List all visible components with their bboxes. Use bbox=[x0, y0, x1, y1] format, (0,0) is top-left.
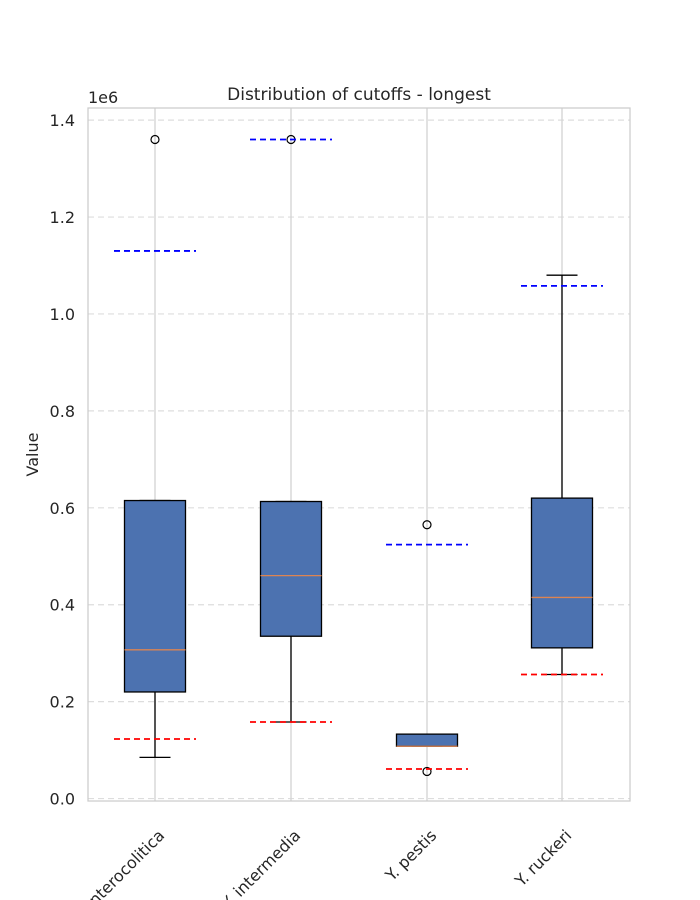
y-axis-offset-label: 1e6 bbox=[88, 88, 118, 107]
x-tick-label: Y. pestis bbox=[381, 826, 440, 885]
x-tick-label: Y. ruckeri bbox=[510, 826, 575, 891]
box-group bbox=[530, 274, 594, 676]
plot-frame bbox=[87, 107, 631, 802]
y-tick-label: 0.0 bbox=[50, 790, 75, 809]
box-iqr bbox=[123, 499, 187, 693]
box-group bbox=[123, 134, 187, 759]
y-tick-label: 0.6 bbox=[50, 499, 75, 518]
grid-layer bbox=[88, 108, 630, 801]
y-axis-ticks: 0.0 0.2 0.4 0.6 0.8 1.0 1.2 1.4 bbox=[50, 111, 75, 808]
y-axis-label: Value bbox=[23, 433, 42, 477]
outlier-point bbox=[422, 520, 432, 530]
x-axis-ticks: Y. enterocolitica Y. intermedia Y. pestis Y… bbox=[65, 826, 575, 900]
outlier-point bbox=[150, 134, 160, 145]
y-tick-label: 1.0 bbox=[50, 305, 75, 324]
y-tick-label: 0.4 bbox=[50, 596, 75, 615]
box-iqr bbox=[395, 733, 459, 747]
y-tick-label: 0.8 bbox=[50, 402, 75, 421]
box-iqr bbox=[530, 497, 594, 649]
outlier-point bbox=[422, 766, 432, 777]
box-layer bbox=[123, 134, 594, 777]
box-iqr bbox=[259, 500, 323, 637]
y-tick-label: 0.2 bbox=[50, 693, 75, 712]
x-tick-label: Y. intermedia bbox=[217, 826, 304, 900]
reference-lines-layer bbox=[114, 138, 603, 770]
x-tick-label: Y. enterocolitica bbox=[65, 826, 168, 900]
y-tick-label: 1.2 bbox=[50, 208, 75, 227]
box-group bbox=[395, 520, 459, 777]
y-tick-label: 1.4 bbox=[50, 111, 75, 130]
chart-title: Distribution of cutoffs - longest bbox=[227, 85, 491, 105]
